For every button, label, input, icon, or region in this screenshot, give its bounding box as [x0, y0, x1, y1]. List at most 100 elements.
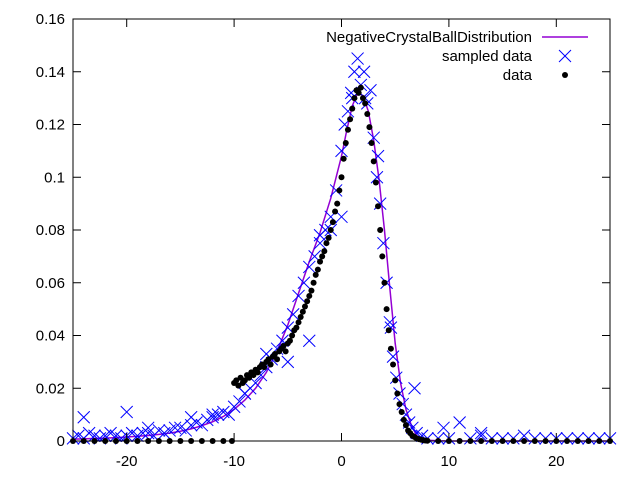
data-point	[271, 350, 278, 357]
x-marker-stroke	[377, 236, 390, 250]
data-point	[233, 377, 240, 384]
sampled-data-point	[437, 421, 450, 435]
x-marker-stroke	[292, 289, 305, 303]
data-point	[340, 155, 347, 162]
x-marker-stroke	[383, 315, 397, 329]
data-point	[359, 95, 366, 102]
x-marker-stroke	[217, 405, 230, 419]
x-marker-stroke	[120, 405, 134, 419]
sampled-data-point	[453, 416, 466, 429]
sampled-data-point	[168, 421, 182, 435]
x-marker-stroke	[351, 52, 364, 65]
data-point	[289, 332, 296, 339]
x-marker-stroke	[125, 426, 139, 440]
x-marker-stroke	[238, 387, 252, 400]
data-point	[349, 105, 356, 112]
y-tick-label: 0.16	[36, 11, 65, 28]
legend-entry: NegativeCrystalBallDistribution	[326, 29, 588, 46]
x-marker-stroke	[474, 429, 488, 443]
series-sampled-data	[66, 52, 617, 445]
sampled-data-point	[281, 355, 295, 369]
data-point	[286, 337, 293, 344]
data-point	[237, 374, 244, 381]
y-tick-label: 0.06	[36, 275, 65, 292]
sampled-data-point	[408, 381, 421, 395]
y-tick-label: 0.14	[36, 64, 65, 81]
x-marker-stroke	[141, 421, 155, 435]
data-point	[377, 227, 384, 233]
x-marker-stroke	[286, 308, 300, 321]
sampled-data-point	[233, 395, 246, 408]
data-point	[246, 374, 253, 381]
sampled-data-point	[377, 236, 390, 250]
data-point	[319, 253, 326, 260]
data-point	[297, 314, 304, 321]
data-point	[342, 139, 349, 146]
sampled-data-point	[474, 429, 488, 443]
x-marker-stroke	[308, 250, 322, 263]
data-point	[312, 271, 319, 278]
sampled-data-point	[77, 410, 91, 424]
legend: NegativeCrystalBallDistribution sampled d…	[326, 29, 588, 84]
sampled-data-point	[348, 65, 361, 79]
data-point	[366, 124, 373, 131]
sampled-data-point	[474, 426, 488, 440]
data-point	[379, 253, 386, 260]
x-marker-stroke	[281, 355, 295, 369]
x-marker-stroke	[104, 426, 117, 440]
x-tick-label: -20	[116, 453, 138, 470]
y-tick-label: 0.1	[44, 169, 65, 186]
sampled-data-point	[370, 170, 384, 184]
data-point	[301, 303, 308, 310]
x-tick-label: 0	[337, 453, 345, 470]
x-marker-stroke	[174, 421, 187, 435]
data-point	[235, 382, 242, 389]
x-marker-stroke	[184, 410, 198, 424]
x-tick-label: -10	[223, 453, 245, 470]
data-point	[338, 174, 345, 181]
x-marker-stroke	[335, 144, 348, 158]
sampled-data-point	[184, 410, 198, 424]
x-marker-stroke	[408, 381, 421, 395]
data-point	[364, 110, 371, 117]
y-tick-label: 0	[57, 433, 65, 450]
x-marker-stroke	[206, 408, 219, 421]
sampled-data-point	[286, 308, 300, 321]
y-tick-label: 0.12	[36, 117, 65, 134]
data-point	[254, 369, 261, 376]
sampled-data-point	[297, 276, 311, 290]
x-tick-label: 10	[441, 453, 458, 470]
data-point	[327, 227, 334, 233]
sampled-data-point	[206, 408, 219, 421]
data-point	[308, 287, 315, 294]
x-marker-stroke	[396, 397, 410, 411]
x-marker-stroke	[474, 426, 488, 440]
data-point	[336, 187, 343, 194]
data-point	[368, 139, 375, 146]
data-point	[250, 372, 257, 379]
x-marker-stroke	[152, 424, 166, 437]
sampled-data-point	[386, 350, 400, 363]
data-point	[261, 364, 268, 371]
sampled-data-point	[335, 144, 348, 158]
sampled-data-point	[357, 65, 371, 79]
data-point	[314, 266, 321, 273]
data-point	[372, 179, 379, 186]
data-point	[351, 95, 358, 102]
data-point	[323, 240, 330, 247]
data-point	[317, 258, 324, 265]
x-marker-stroke	[82, 426, 96, 440]
data-point	[295, 319, 302, 326]
legend-x-swatch	[558, 49, 572, 63]
data-point	[398, 408, 405, 415]
legend-entry: sampled data	[442, 48, 572, 65]
legend-label: NegativeCrystalBallDistribution	[326, 29, 532, 46]
x-marker-stroke	[364, 83, 377, 97]
data-point	[370, 158, 377, 165]
data-point	[329, 219, 336, 226]
sampled-data-point	[292, 289, 305, 303]
x-marker-stroke	[453, 416, 466, 429]
x-marker-stroke	[313, 228, 327, 242]
x-marker-stroke	[233, 395, 246, 408]
